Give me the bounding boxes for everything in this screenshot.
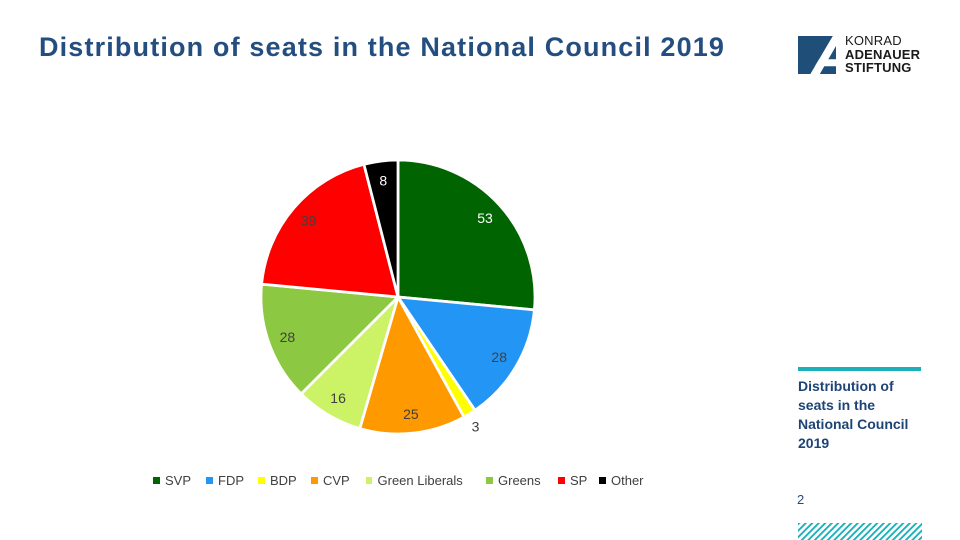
svg-text:53: 53 xyxy=(477,210,493,226)
svg-text:28: 28 xyxy=(491,349,507,365)
svg-text:25: 25 xyxy=(403,406,419,422)
svg-text:3: 3 xyxy=(472,419,480,435)
svg-text:28: 28 xyxy=(280,329,296,345)
svg-text:8: 8 xyxy=(379,172,387,188)
svg-text:16: 16 xyxy=(330,390,346,406)
svg-text:39: 39 xyxy=(301,213,317,229)
